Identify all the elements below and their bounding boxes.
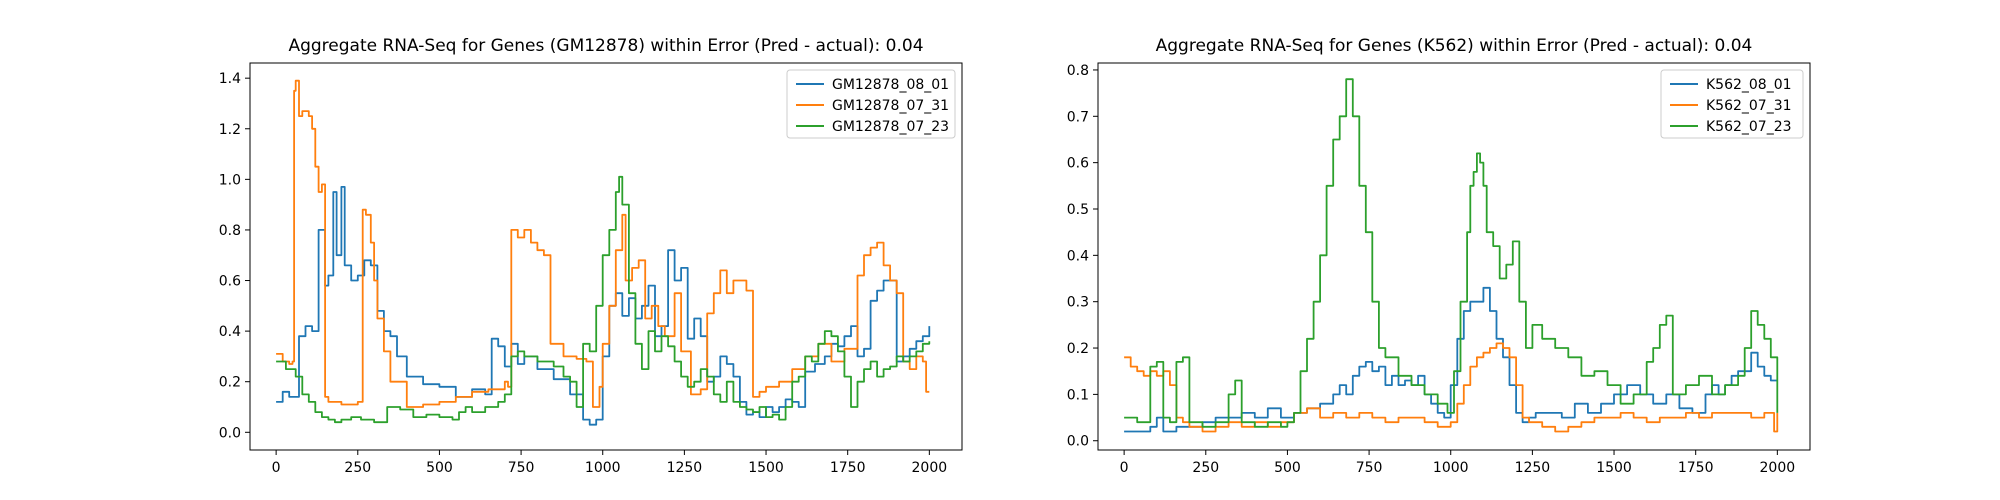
series-line-3 <box>1124 78 1779 428</box>
x-tick-label: 1250 <box>667 460 703 476</box>
y-tick-label: 0.4 <box>219 324 241 340</box>
series-line-1 <box>1124 286 1778 433</box>
x-tick-label: 500 <box>1274 460 1301 476</box>
x-tick-label: 0 <box>1120 460 1129 476</box>
y-tick-label: 1.2 <box>219 122 241 138</box>
x-tick-label: 750 <box>508 460 535 476</box>
y-tick-label: 0.6 <box>219 274 241 290</box>
series-layer <box>276 79 931 426</box>
y-axis-ticks: 0.0 0.1 0.2 0.3 0.4 0.5 0.6 0.7 0.8 <box>1067 63 1098 450</box>
legend: GM12878_08_01 GM12878_07_31 GM12878_07_23 <box>786 69 956 139</box>
y-tick-label: 0.8 <box>1067 63 1089 79</box>
y-tick-label: 0.4 <box>1067 248 1089 264</box>
legend-label: GM12878_07_31 <box>832 98 949 114</box>
plot-area-frame <box>1097 62 1811 451</box>
legend: K562_08_01 K562_07_31 K562_07_23 <box>1660 69 1804 139</box>
y-tick-label: 0.2 <box>1067 341 1089 357</box>
y-tick-label: 0.6 <box>1067 156 1089 172</box>
legend-label: K562_07_31 <box>1706 98 1792 114</box>
x-tick-label: 750 <box>1356 460 1383 476</box>
x-tick-label: 1000 <box>1433 460 1469 476</box>
chart-title: Aggregate RNA-Seq for Genes (GM12878) wi… <box>288 36 923 56</box>
x-tick-label: 1500 <box>1596 460 1632 476</box>
x-tick-label: 1000 <box>585 460 621 476</box>
x-tick-label: 2000 <box>1760 460 1796 476</box>
series-line-3 <box>276 175 931 424</box>
legend-label: GM12878_07_23 <box>832 119 949 135</box>
x-axis-ticks: 0 250 500 750 1000 1250 1500 1750 2000 <box>1120 450 1795 476</box>
y-tick-label: 1.4 <box>219 71 241 87</box>
x-tick-label: 0 <box>272 460 281 476</box>
plot-area-frame <box>249 62 963 451</box>
y-tick-label: 0.1 <box>1067 387 1089 403</box>
x-tick-label: 2000 <box>912 460 948 476</box>
legend-box <box>1660 69 1804 139</box>
y-tick-label: 0.2 <box>219 375 241 391</box>
x-tick-label: 1250 <box>1515 460 1551 476</box>
legend-label: GM12878_08_01 <box>832 77 949 93</box>
x-tick-label: 250 <box>1192 460 1219 476</box>
y-tick-label: 1.0 <box>219 172 241 188</box>
x-tick-label: 500 <box>426 460 453 476</box>
legend-label: K562_07_23 <box>1706 119 1792 135</box>
chart-k562: Aggregate RNA-Seq for Genes (K562) withi… <box>1067 36 1811 476</box>
x-tick-label: 1500 <box>748 460 784 476</box>
y-tick-label: 0.5 <box>1067 202 1089 218</box>
x-tick-label: 250 <box>344 460 371 476</box>
x-tick-label: 1750 <box>830 460 866 476</box>
chart-title: Aggregate RNA-Seq for Genes (K562) withi… <box>1156 36 1753 56</box>
legend-label: K562_08_01 <box>1706 77 1792 93</box>
x-axis-ticks: 0 250 500 750 1000 1250 1500 1750 2000 <box>272 450 947 476</box>
y-tick-label: 0.0 <box>219 425 241 441</box>
series-line-2 <box>1124 342 1779 433</box>
y-tick-label: 0.7 <box>1067 109 1089 125</box>
y-tick-label: 0.3 <box>1067 295 1089 311</box>
y-axis-ticks: 0.0 0.2 0.4 0.6 0.8 1.0 1.2 1.4 <box>219 71 250 441</box>
chart-gm12878: Aggregate RNA-Seq for Genes (GM12878) wi… <box>219 36 963 476</box>
legend-box <box>786 69 956 139</box>
y-tick-label: 0.0 <box>1067 434 1089 450</box>
x-tick-label: 1750 <box>1678 460 1714 476</box>
y-tick-label: 0.8 <box>219 223 241 239</box>
series-layer <box>1124 78 1779 433</box>
